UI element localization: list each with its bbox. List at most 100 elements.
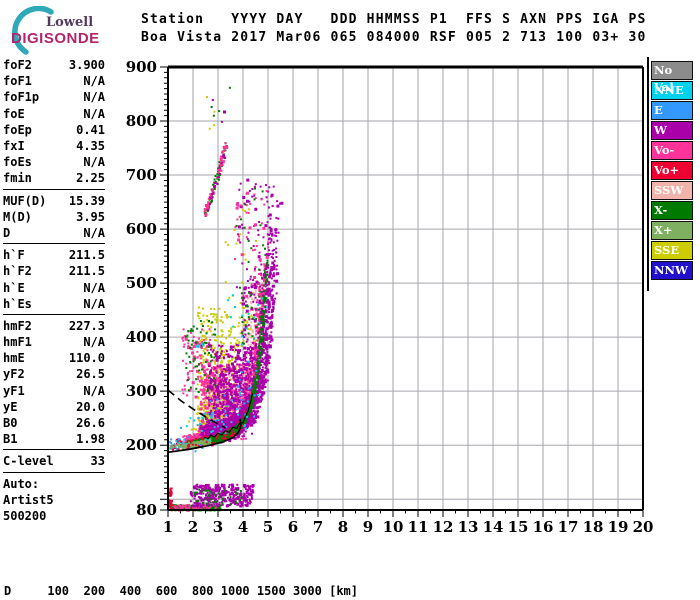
param-value: 15.39 <box>68 193 105 208</box>
param-row-auto: Auto: <box>3 476 105 492</box>
param-value: N/A <box>83 225 105 240</box>
x-tick-label: 9 <box>363 518 373 536</box>
parameter-panel: foF2 3.900 foF1 N/A foF1p N/A foE N/A foEp 0.41 fx… <box>3 57 105 524</box>
x-tick-label: 1 <box>163 518 173 536</box>
x-tick-label: 12 <box>433 518 454 536</box>
param-row-fxi: fxI 4.35 <box>3 138 105 154</box>
param-value: 33 <box>90 454 105 469</box>
legend-item-nnw: NNW <box>651 261 693 280</box>
param-row-foep: foEp 0.41 <box>3 122 105 138</box>
param-divider <box>3 243 105 245</box>
param-value: N/A <box>83 74 105 89</box>
y-tick-label: 200 <box>126 436 157 454</box>
param-value: N/A <box>83 106 105 121</box>
param-value: 26.6 <box>76 416 105 431</box>
param-label: M(D) <box>3 209 32 224</box>
param-row-fof1p: foF1p N/A <box>3 89 105 105</box>
param-value: 3.95 <box>76 209 105 224</box>
param-row-artist5: Artist5 <box>3 492 105 508</box>
param-label: h`Es <box>3 296 32 311</box>
param-row-mufd: MUF(D) 15.39 <box>3 193 105 209</box>
param-row-hes: h`Es N/A <box>3 296 105 312</box>
param-label: foF2 <box>3 58 32 73</box>
param-row-hme: hmE 110.0 <box>3 350 105 366</box>
x-tick-label: 11 <box>408 518 429 536</box>
param-label: Auto: <box>3 476 40 491</box>
x-tick-label: 13 <box>458 518 479 536</box>
y-tick-label: 900 <box>126 58 157 76</box>
param-row-he: h`E N/A <box>3 279 105 295</box>
legend-item-x-: X- <box>651 201 693 220</box>
param-divider <box>3 313 105 315</box>
param-label: h`F <box>3 248 25 263</box>
y-tick-label: 300 <box>126 382 157 400</box>
x-tick-label: 17 <box>558 518 579 536</box>
param-row-hf: h`F 211.5 <box>3 247 105 263</box>
legend-item-vo+: Vo+ <box>651 161 693 180</box>
param-row-b0: B0 26.6 <box>3 415 105 431</box>
y-tick-label: 500 <box>126 274 157 292</box>
legend-item-vo-: Vo- <box>651 141 693 160</box>
x-tick-label: 8 <box>338 518 348 536</box>
param-row-d: D N/A <box>3 225 105 241</box>
header-field-values: Boa Vista 2017 Mar06 065 084000 RSF 005 … <box>141 30 647 45</box>
legend-item-e: E <box>651 101 693 120</box>
param-label: foF1 <box>3 74 32 89</box>
param-label: 500200 <box>3 508 47 523</box>
param-divider <box>3 449 105 451</box>
x-tick-label: 7 <box>313 518 323 536</box>
param-value: N/A <box>83 335 105 350</box>
param-label: yE <box>3 399 18 414</box>
param-row-500200: 500200 <box>3 508 105 524</box>
param-label: yF2 <box>3 367 25 382</box>
param-row-clevel: C-level 33 <box>3 453 105 469</box>
param-label: C-level <box>3 454 54 469</box>
x-tick-label: 6 <box>288 518 298 536</box>
param-row-yf2: yF2 26.5 <box>3 366 105 382</box>
param-row-hmf1: hmF1 N/A <box>3 334 105 350</box>
param-value: 227.3 <box>68 318 105 333</box>
param-row-foe: foE N/A <box>3 106 105 122</box>
param-label: MUF(D) <box>3 193 47 208</box>
x-tick-label: 10 <box>383 518 404 536</box>
param-value: N/A <box>83 280 105 295</box>
legend-item-noval: No Val <box>651 61 693 94</box>
x-tick-label: 18 <box>583 518 604 536</box>
param-value: 4.35 <box>76 139 105 154</box>
distance-row: D 100 200 400 600 800 1000 1500 3000 [km… <box>4 584 359 598</box>
param-label: B1 <box>3 432 18 447</box>
param-value: 211.5 <box>68 264 105 279</box>
dashed-fit-curve <box>167 389 226 429</box>
param-row-fof1: foF1 N/A <box>3 73 105 89</box>
x-tick-label: 20 <box>633 518 654 536</box>
x-tick-label: 15 <box>508 518 529 536</box>
param-label: foE <box>3 106 25 121</box>
param-value: 2.25 <box>76 171 105 186</box>
param-divider <box>3 188 105 190</box>
y-tick-label: 80 <box>136 501 157 519</box>
param-label: fxI <box>3 139 25 154</box>
param-row-ye: yE 20.0 <box>3 399 105 415</box>
param-value: 3.900 <box>68 58 105 73</box>
param-row-fof2: foF2 3.900 <box>3 57 105 73</box>
station-header: Station YYYY DAY DDD HHMMSS P1 FFS S AXN… <box>141 11 647 47</box>
param-label: foEp <box>3 122 32 137</box>
param-value: 20.0 <box>76 399 105 414</box>
jagged-trace-line <box>204 393 254 440</box>
x-tick-label: 14 <box>483 518 504 536</box>
solid-profile-curve <box>168 418 242 454</box>
param-label: B0 <box>3 416 18 431</box>
param-label: h`E <box>3 280 25 295</box>
param-value: N/A <box>83 155 105 170</box>
param-row-md: M(D) 3.95 <box>3 209 105 225</box>
logo-arc-icon <box>12 6 54 55</box>
footer-block: D 100 200 400 600 800 1000 1500 3000 [km… <box>4 551 696 600</box>
x-tick-label: 5 <box>263 518 273 536</box>
param-row-fmin: fmin 2.25 <box>3 170 105 186</box>
param-label: hmF1 <box>3 335 32 350</box>
param-label: foF1p <box>3 90 40 105</box>
legend-item-nne: NNE <box>651 81 693 100</box>
